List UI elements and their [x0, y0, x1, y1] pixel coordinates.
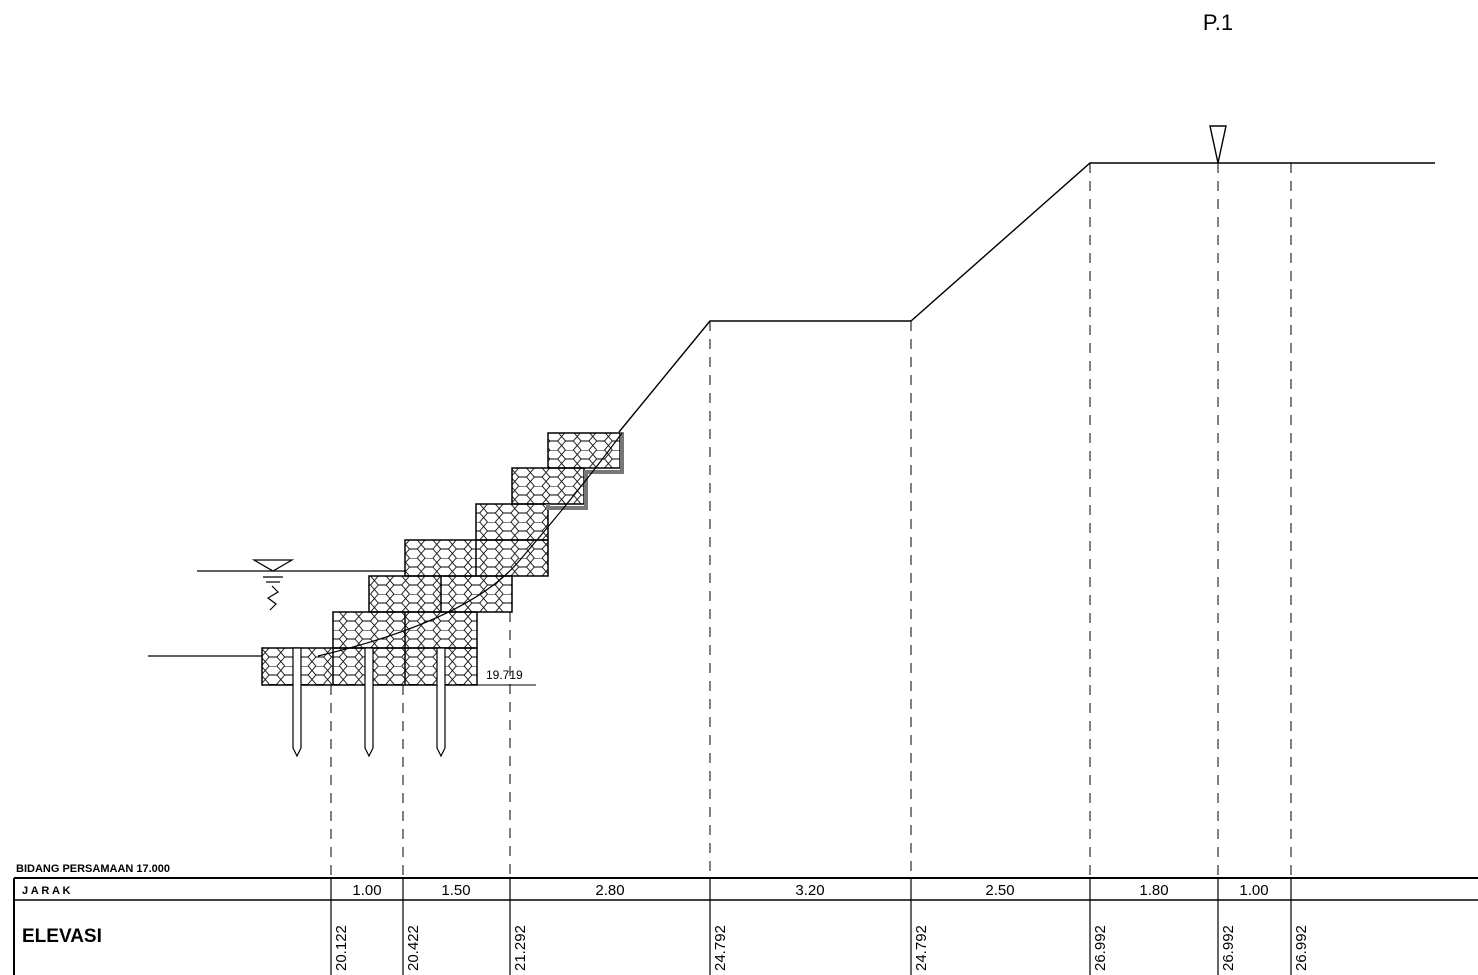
- pile: [436, 647, 446, 758]
- elevation-value: 26.992: [1092, 925, 1109, 971]
- station-marker-icon: [1209, 125, 1227, 164]
- elevation-value: 24.792: [712, 925, 729, 971]
- distance-value: 2.80: [595, 882, 624, 899]
- distance-value: 3.20: [795, 882, 824, 899]
- elevation-row-label: ELEVASI: [22, 926, 102, 947]
- gabion-dividers: [332, 540, 477, 685]
- base-elevation-label: 19.719: [486, 668, 523, 682]
- water-level-icon: [251, 559, 295, 611]
- gabion-box: [475, 503, 549, 541]
- elevation-value: 20.422: [405, 925, 422, 971]
- distance-value: 1.00: [1239, 882, 1268, 899]
- excavation-curve: [317, 432, 623, 657]
- distance-row-label: J A R A K: [22, 885, 71, 897]
- gabion-wall: [261, 432, 621, 686]
- distance-value: 2.50: [985, 882, 1014, 899]
- geotextile-filter: [546, 432, 624, 510]
- elevation-value: 26.992: [1220, 925, 1237, 971]
- ground-profile-line: [618, 162, 1435, 433]
- elevation-value: 24.792: [913, 925, 930, 971]
- elevation-value: 21.292: [512, 925, 529, 971]
- pile: [364, 647, 374, 758]
- datum-label: BIDANG PERSAMAAN 17.000: [16, 863, 170, 875]
- projection-lines: [330, 163, 1292, 878]
- distance-value: 1.80: [1139, 882, 1168, 899]
- elevation-value: 26.992: [1293, 925, 1310, 971]
- distance-value: 1.00: [352, 882, 381, 899]
- piles: [292, 647, 446, 758]
- elevation-value: 20.122: [333, 925, 350, 971]
- gabion-box: [511, 467, 585, 505]
- data-table: [13, 877, 1478, 975]
- pile: [292, 647, 302, 758]
- distance-value: 1.50: [441, 882, 470, 899]
- station-label: P.1: [1203, 10, 1233, 35]
